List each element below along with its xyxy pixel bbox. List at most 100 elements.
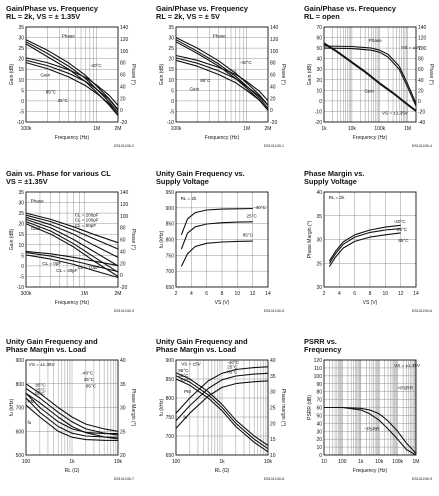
series-line <box>175 375 269 450</box>
y-tick-label: 25 <box>316 261 322 267</box>
title-line-1: Phase Margin vs. <box>304 169 365 178</box>
y2-tick-label: 140 <box>120 25 129 31</box>
y-tick-label: 700 <box>16 406 25 412</box>
y-tick-label: 800 <box>166 396 175 402</box>
x-tick-label: 1M <box>243 126 250 132</box>
y2-tick-label: 40 <box>270 84 276 90</box>
y2-tick-label: 25 <box>120 429 126 435</box>
x-tick-label: 10k <box>114 459 123 465</box>
series-line <box>175 57 269 106</box>
y-tick-label: -5 <box>20 109 25 115</box>
series-line <box>25 250 119 267</box>
x-tick-label: 14 <box>413 291 419 297</box>
x-tick-label: 2M <box>265 126 272 132</box>
y2-tick-label: 40 <box>120 84 126 90</box>
chart-title: Gain/Phase vs. Frequency RL = 2k, VS = ± … <box>6 4 99 22</box>
y-tick-label: -10 <box>167 120 174 126</box>
annotation-label: 25°C <box>178 373 189 378</box>
annotation-label: -40°C <box>227 360 239 365</box>
annotation-label: 85°C <box>35 383 46 388</box>
annotation-label: fu <box>183 415 187 420</box>
y2-tick-label: 120 <box>120 202 129 208</box>
x-tick-label: 1k <box>358 459 364 465</box>
y2-tick-label: 100 <box>120 49 129 55</box>
annotation-label: 85°C <box>243 232 254 237</box>
y-tick-label: -10 <box>17 120 24 126</box>
y-axis-label: Gain (dB) <box>9 228 15 250</box>
series-line <box>324 406 417 456</box>
y-axis-label: fu (kHz) <box>159 398 165 416</box>
series-line <box>25 392 119 440</box>
series-line <box>323 47 417 107</box>
series-line <box>175 54 269 101</box>
x-axis-label: RL (Ω) <box>65 468 80 474</box>
annotation-label: -40°C <box>240 60 252 65</box>
y-axis-label: Gain (dB) <box>9 63 15 85</box>
plot-frame <box>25 26 119 123</box>
chart-unity-gain-pm-vs-load-5: Unity Gain Frequency and Phase Margin vs.… <box>156 337 286 493</box>
series-line <box>328 232 401 267</box>
chart-svg: 500 600 700 800 900 20 25 30 35 40 100 1k 10k RL (Ω) f… <box>9 358 136 481</box>
y2-tick-label: 0 <box>418 99 421 105</box>
annotation-label: -40°C <box>394 219 406 224</box>
y-tick-label: 30 <box>168 36 174 42</box>
y-tick-label: 600 <box>16 429 25 435</box>
y2-axis-label: Phase Margin (°) <box>130 389 136 427</box>
series-line <box>25 252 119 273</box>
y2-tick-label: 80 <box>120 226 126 232</box>
y2-tick-label: 120 <box>418 36 427 42</box>
y2-tick-label: -20 <box>418 109 425 115</box>
x-tick-label: 2 <box>323 291 326 297</box>
x-tick-label: 10 <box>235 291 241 297</box>
y-tick-label: -5 <box>20 274 25 280</box>
annotation-label: 85°C <box>398 238 409 243</box>
chart-svg: -10 -5 0 5 10 15 20 25 30 35 -20 0 20 40 60 80 100 120 140… <box>9 25 136 148</box>
y-tick-label: 5 <box>171 88 174 94</box>
chart-svg: -10 -5 0 5 10 15 20 25 30 35 -20 0 20 40 60 80 100 120 140… <box>9 190 136 313</box>
x-axis-label: VS (V) <box>363 300 378 306</box>
title-line-1: Gain/Phase vs. Frequency <box>6 4 99 13</box>
y-tick-label: 15 <box>18 232 24 238</box>
y2-tick-label: 100 <box>418 46 427 52</box>
plot-frame <box>25 359 119 456</box>
annotation-label: RL = 2k <box>181 196 197 201</box>
annotation-label: 85°C <box>46 90 57 95</box>
annotation-label: PM <box>28 399 35 404</box>
y-tick-label: 950 <box>166 190 175 196</box>
plot-frame <box>175 359 269 456</box>
y2-tick-label: 25 <box>270 406 276 412</box>
y-tick-label: 0 <box>21 99 24 105</box>
y-tick-label: 40 <box>316 421 322 427</box>
annotation-label: -40°C <box>90 63 102 68</box>
grid <box>324 27 416 122</box>
y-tick-label: 30 <box>18 36 24 42</box>
annotation-label: 25°C <box>397 227 408 232</box>
annotation-label: +PSRR <box>398 385 414 390</box>
y-tick-label: 70 <box>316 25 322 31</box>
annotation-label: Phase <box>31 199 44 204</box>
annotation-label: Gain <box>364 88 374 93</box>
grid <box>176 27 268 122</box>
x-tick-label: 10k <box>375 459 384 465</box>
series-line <box>175 380 269 429</box>
grid <box>26 192 118 287</box>
plot-frame <box>175 191 269 288</box>
title-line-1: Unity Gain Frequency vs. <box>156 169 245 178</box>
figure-id-label: DS101240-2 <box>114 144 134 148</box>
y-axis-label: PSRR (dB) <box>307 395 313 420</box>
title-line-2: RL = 2k, VS = ± 1.35V <box>6 12 81 22</box>
series-line <box>328 228 401 264</box>
series-line <box>175 39 269 109</box>
annotation-label: VS = ±1.35V <box>29 362 56 367</box>
annotation-label: Gain <box>31 226 41 231</box>
annotation-label: CL = 100pF <box>75 218 99 223</box>
annotation-label: CL = 40pF <box>56 268 78 273</box>
x-tick-label: 4 <box>338 291 341 297</box>
y2-axis-label: Phase (°) <box>428 64 434 85</box>
y-tick-label: 500 <box>16 453 25 459</box>
y2-tick-label: 100 <box>270 49 279 55</box>
y2-tick-label: 80 <box>270 61 276 67</box>
y-tick-label: 700 <box>166 434 175 440</box>
title-line-1: Gain/Phase vs. Frequency <box>304 4 397 13</box>
series-line <box>175 372 269 446</box>
